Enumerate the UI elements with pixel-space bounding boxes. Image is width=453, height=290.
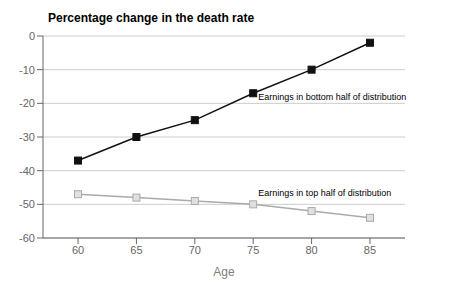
svg-text:0: 0 (29, 30, 35, 42)
svg-text:-50: -50 (19, 198, 35, 210)
svg-text:70: 70 (189, 244, 201, 256)
svg-text:Earnings in bottom half of dis: Earnings in bottom half of distribution (258, 92, 406, 102)
svg-text:-40: -40 (19, 165, 35, 177)
svg-text:65: 65 (130, 244, 142, 256)
svg-text:Age: Age (213, 265, 235, 279)
svg-text:Earnings in top half of distri: Earnings in top half of distribution (258, 188, 391, 198)
svg-text:-20: -20 (19, 97, 35, 109)
svg-text:80: 80 (305, 244, 317, 256)
svg-text:-10: -10 (19, 64, 35, 76)
svg-text:75: 75 (247, 244, 259, 256)
svg-text:-30: -30 (19, 131, 35, 143)
html-text:Percentage change in the death: Percentage change in the death rate (48, 11, 255, 25)
svg-text:-60: -60 (19, 232, 35, 244)
svg-text:60: 60 (72, 244, 84, 256)
svg-text:85: 85 (364, 244, 376, 256)
